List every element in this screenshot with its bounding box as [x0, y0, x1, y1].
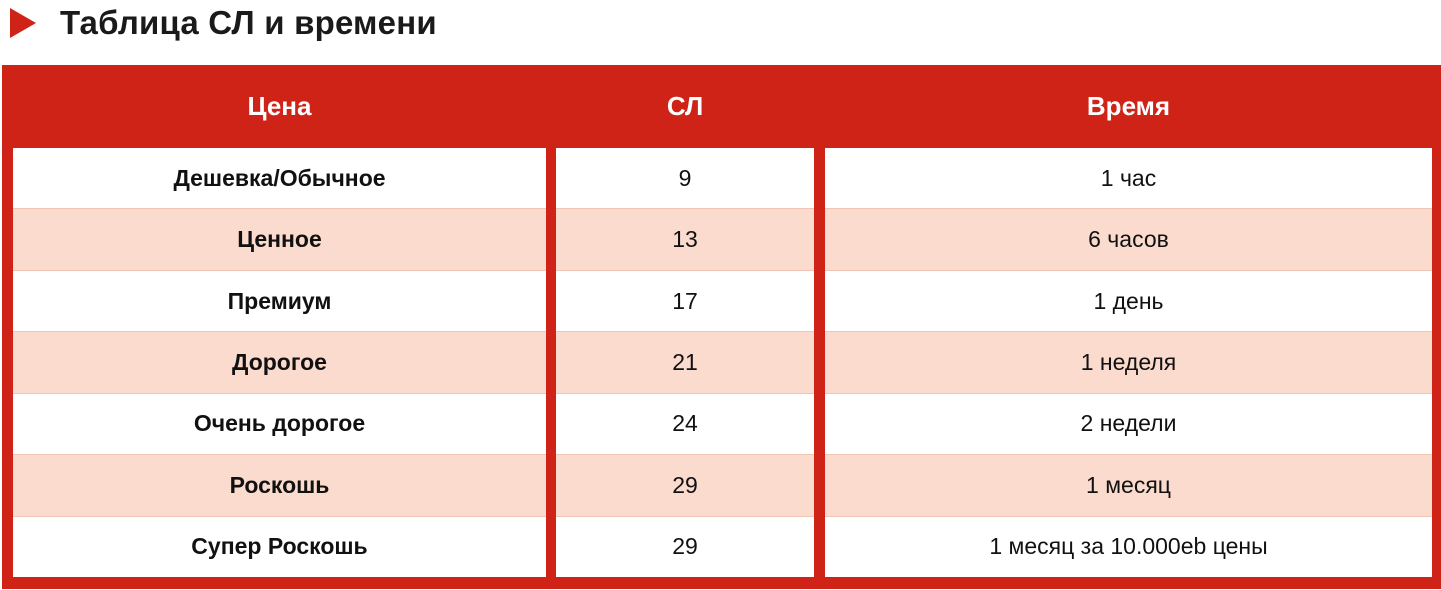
table-cell-time: 1 месяц за 10.000eb цены [825, 515, 1432, 577]
table-cell-sl: 29 [556, 454, 814, 516]
table-cell-time: 1 месяц [825, 454, 1432, 516]
table-cell-price: Ценное [13, 208, 546, 270]
column-sl: 9 13 17 21 24 29 29 [556, 148, 814, 577]
table-cell-sl: 17 [556, 269, 814, 332]
table-cell-sl: 13 [556, 208, 814, 270]
table-cell-time: 1 неделя [825, 331, 1432, 393]
column-time: 1 час 6 часов 1 день 1 неделя 2 недели 1… [825, 148, 1432, 577]
table-cell-price: Супер Роскошь [13, 515, 546, 577]
column-header-sl: СЛ [666, 91, 704, 121]
table-cell-time: 2 недели [825, 392, 1432, 455]
column-header-time: Время [1086, 91, 1171, 121]
section-heading: Таблица СЛ и времени [10, 0, 437, 46]
column-price: Дешевка/Обычное Ценное Премиум Дорогое О… [13, 148, 546, 577]
table-cell-sl: 21 [556, 331, 814, 393]
table-cell-price: Очень дорогое [13, 392, 546, 455]
table-cell-price: Дорогое [13, 331, 546, 393]
column-header-price: Цена [247, 91, 312, 121]
table-cell-price: Дешевка/Обычное [13, 148, 546, 209]
play-triangle-icon [10, 8, 36, 38]
table-cell-price: Роскошь [13, 454, 546, 516]
table-cell-price: Премиум [13, 269, 546, 332]
table-cell-sl: 9 [556, 148, 814, 209]
table-cell-time: 6 часов [825, 208, 1432, 270]
page-title: Таблица СЛ и времени [60, 4, 437, 41]
table-cell-time: 1 день [825, 269, 1432, 332]
table-cell-time: 1 час [825, 148, 1432, 209]
table-cell-sl: 29 [556, 515, 814, 577]
table-cell-sl: 24 [556, 392, 814, 455]
sl-time-table: Цена СЛ Время Дешевка/Обычное Ценное Пре… [2, 65, 1441, 589]
